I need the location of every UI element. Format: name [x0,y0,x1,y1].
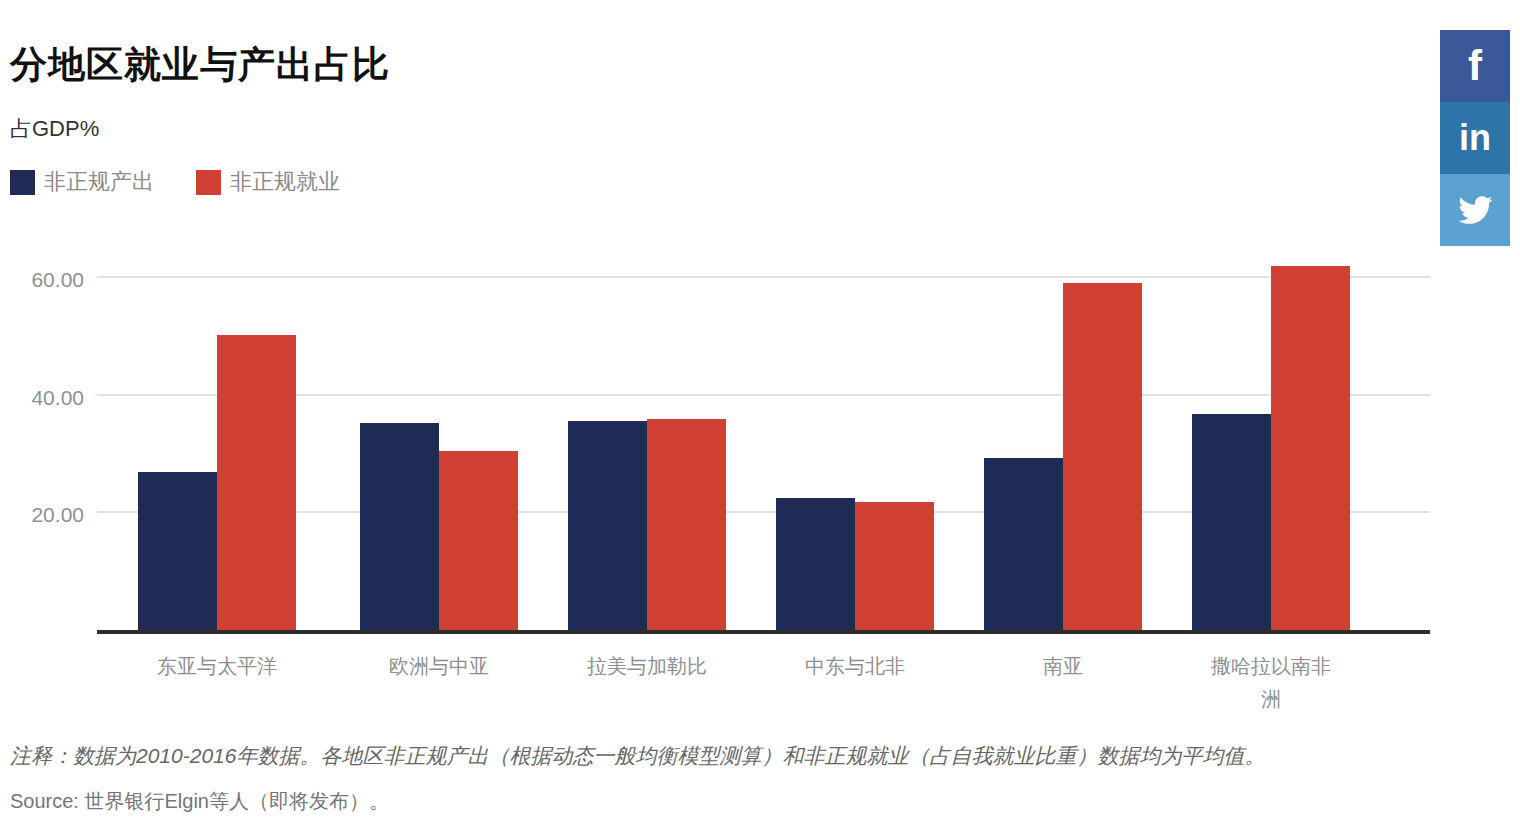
legend: 非正规产出 非正规就业 [10,167,340,197]
y-axis-labels: 20.00 40.00 60.00 [0,252,84,634]
informal-employment-bar[interactable] [647,419,726,630]
informal-employment-bar[interactable] [439,451,518,630]
informal-output-bar[interactable] [1192,414,1271,630]
informal-output-bar[interactable] [776,498,855,630]
informal-employment-bar[interactable] [1063,283,1142,630]
informal-output-bar[interactable] [138,472,217,630]
x-axis-category-label: 撒哈拉以南非洲 [1203,650,1339,716]
x-axis-category-label: 拉美与加勒比 [587,650,707,683]
informal-employment-bar[interactable] [1271,266,1350,630]
employment-legend-swatch [196,170,221,195]
facebook-icon: f [1468,45,1482,87]
x-axis-category-label: 东亚与太平洋 [157,650,277,683]
y-tick-label: 60.00 [0,268,84,292]
x-axis-category-label: 中东与北非 [805,650,905,683]
bar-group [1192,252,1350,630]
informal-output-bar[interactable] [568,421,647,630]
chart-note: 注释：数据为2010-2016年数据。各地区非正规产出（根据动态一般均衡模型测算… [10,742,1450,770]
bar-group [360,252,518,630]
bar-group [138,252,296,630]
x-axis-category: 撒哈拉以南非洲 [1192,650,1350,716]
x-axis-category: 欧洲与中亚 [360,650,518,683]
x-axis-category-label: 欧洲与中亚 [389,650,489,683]
x-axis-category: 拉美与加勒比 [568,650,726,683]
output-legend-swatch [10,170,35,195]
x-axis-category: 中东与北非 [776,650,934,683]
x-axis-category: 东亚与太平洋 [138,650,296,683]
x-axis-labels: 东亚与太平洋 欧洲与中亚 拉美与加勒比 中东与北非 南亚 撒哈拉以南非洲 [97,650,1430,720]
twitter-share-button[interactable] [1440,174,1510,246]
x-axis-category-label: 南亚 [1043,650,1083,683]
x-axis-category: 南亚 [984,650,1142,683]
bar-group [776,252,934,630]
page-title: 分地区就业与产出占比 [10,40,390,90]
bar-group [568,252,726,630]
informal-employment-bar[interactable] [855,502,934,630]
facebook-share-button[interactable]: f [1440,30,1510,102]
chart-source: Source: 世界银行Elgin等人（即将发布）。 [10,788,1450,815]
y-tick-label: 40.00 [0,386,84,410]
plot-area [97,252,1430,634]
y-tick-label: 20.00 [0,503,84,527]
informal-output-bar[interactable] [360,423,439,630]
employment-legend-label: 非正规就业 [230,167,340,197]
bar-group [984,252,1142,630]
linkedin-icon: in [1459,120,1491,156]
y-axis-unit-label: 占GDP% [10,114,99,144]
linkedin-share-button[interactable]: in [1440,102,1510,174]
legend-item-output: 非正规产出 [10,167,154,197]
social-share-bar: f in [1440,30,1510,246]
legend-item-employment: 非正规就业 [196,167,340,197]
output-legend-label: 非正规产出 [44,167,154,197]
chart-page: 分地区就业与产出占比 占GDP% 非正规产出 非正规就业 f in 20.00 40… [0,0,1520,822]
twitter-icon [1454,192,1496,228]
informal-output-bar[interactable] [984,458,1063,630]
informal-employment-bar[interactable] [217,335,296,630]
